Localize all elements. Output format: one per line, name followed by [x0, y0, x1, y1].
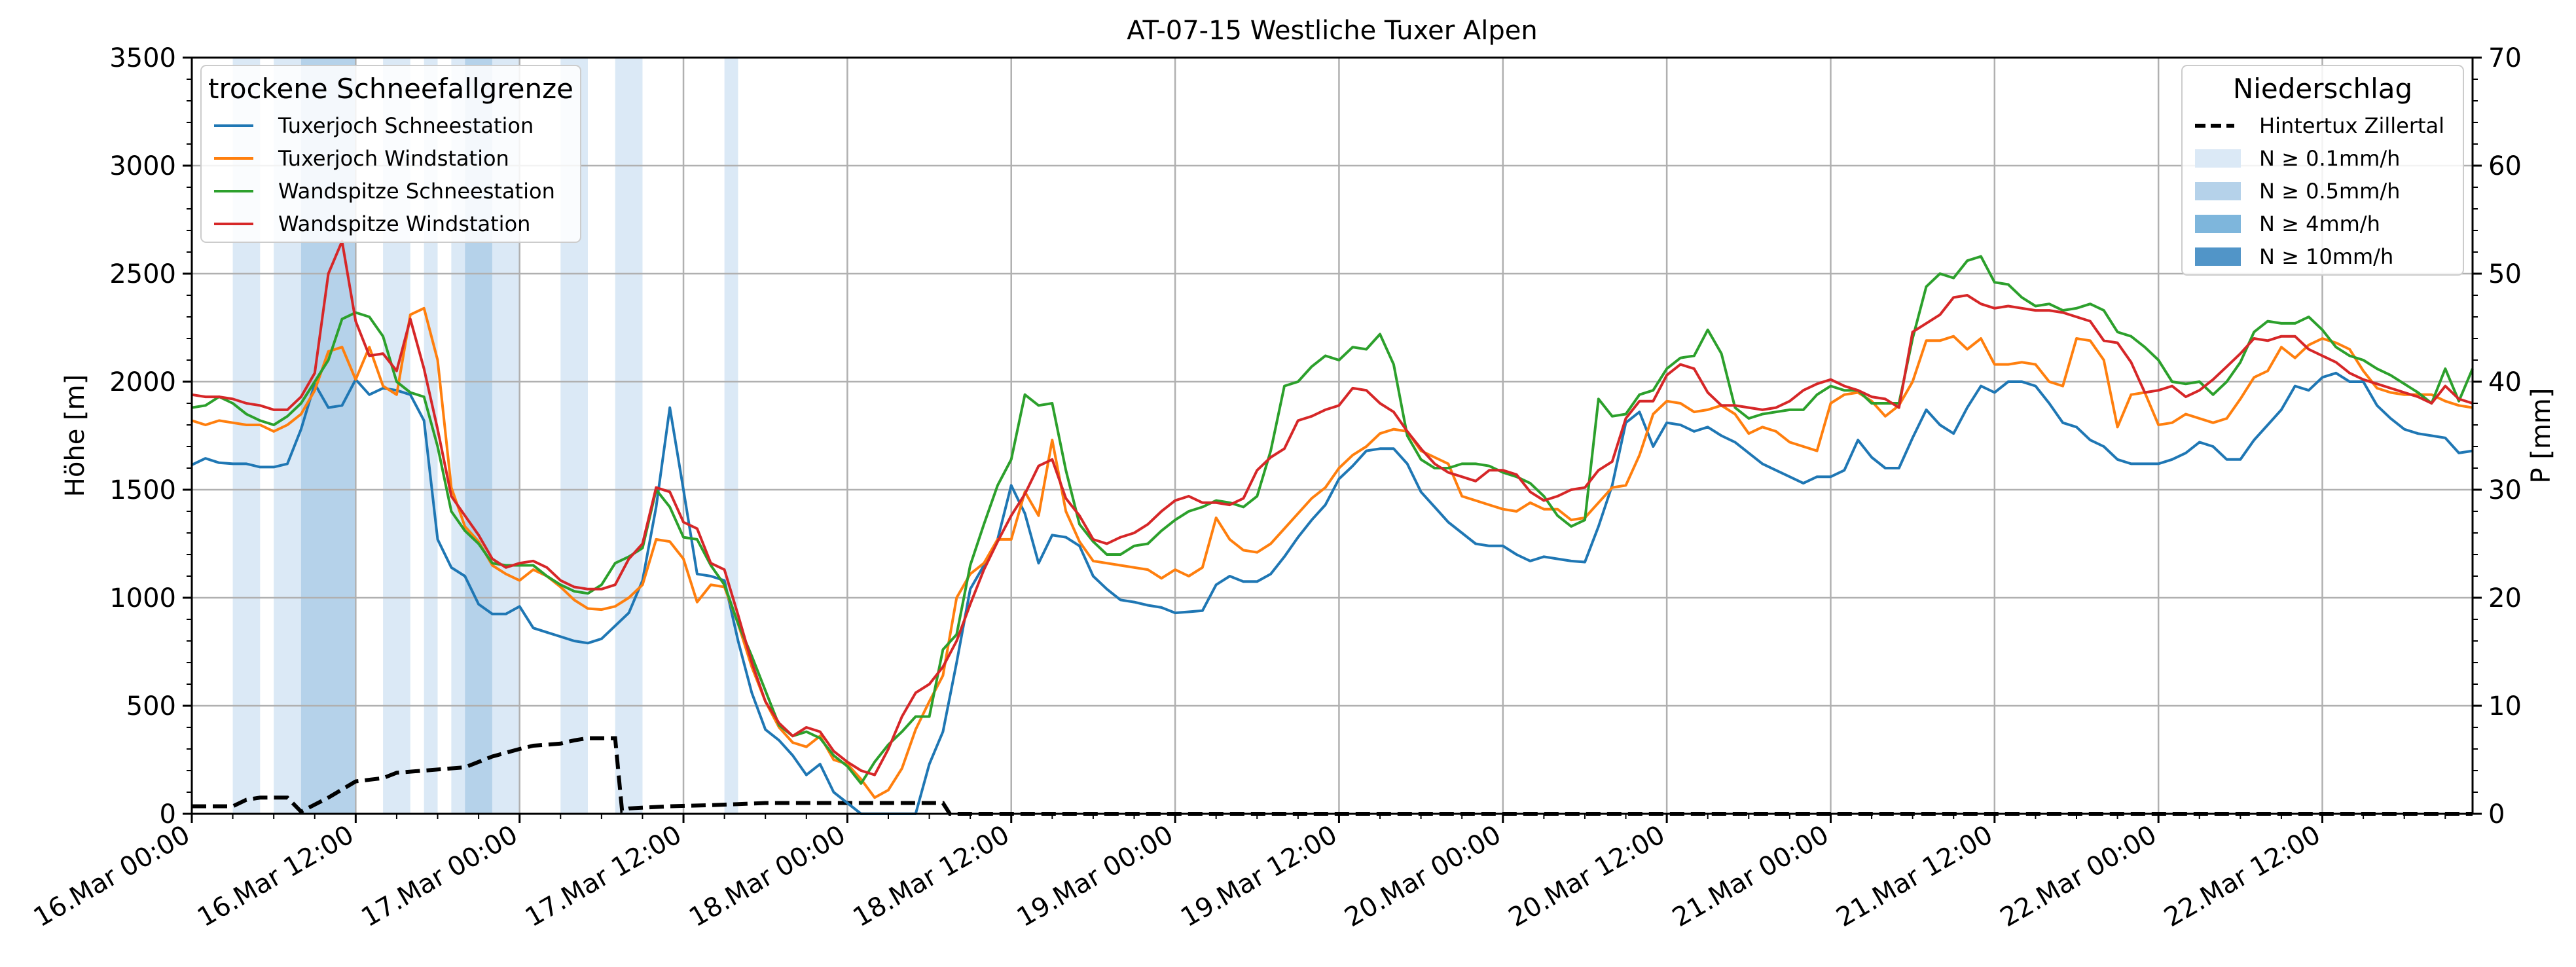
y-tick-label: 2000 — [109, 367, 176, 397]
legend-entry: N ≥ 0.1mm/h — [2259, 146, 2400, 171]
x-tick-label: 21.Mar 12:00 — [1832, 820, 1998, 933]
x-tick-label: 19.Mar 00:00 — [1012, 820, 1178, 933]
chart-title: AT-07-15 Westliche Tuxer Alpen — [1127, 16, 1537, 46]
legend-entry: N ≥ 0.5mm/h — [2259, 179, 2400, 204]
x-tick-label: 20.Mar 12:00 — [1504, 820, 1670, 933]
legend-entry: N ≥ 10mm/h — [2259, 244, 2393, 269]
y-tick-label: 3000 — [109, 151, 176, 181]
y-tick-label: 1500 — [109, 475, 176, 505]
precip-band — [424, 58, 438, 814]
x-tick-label: 18.Mar 00:00 — [684, 820, 850, 933]
legend-entry: Wandspitze Schneestation — [278, 179, 555, 204]
hintertux-precip-line — [192, 736, 2473, 816]
series-line — [191, 240, 2473, 776]
x-tick-label: 19.Mar 12:00 — [1176, 820, 1342, 933]
legend-entry: Hintertux Zillertal — [2259, 113, 2444, 138]
legend-swatch — [2195, 149, 2241, 168]
legend-entry: N ≥ 4mm/h — [2259, 211, 2380, 236]
legend-entry: Wandspitze Windstation — [278, 211, 530, 236]
x-tick-label: 17.Mar 00:00 — [356, 820, 522, 933]
legend-box — [200, 65, 581, 243]
legend-entry: Tuxerjoch Windstation — [278, 146, 509, 171]
precip-band — [451, 58, 465, 814]
legend-swatch — [2195, 247, 2241, 266]
series-line — [191, 255, 2474, 785]
x-tick-label: 18.Mar 12:00 — [848, 820, 1014, 933]
x-tick-label: 22.Mar 12:00 — [2159, 820, 2325, 933]
y-tick-label: 0 — [160, 799, 176, 830]
x-tick-label: 16.Mar 12:00 — [192, 820, 359, 933]
x-tick-label: 22.Mar 00:00 — [1995, 820, 2162, 933]
y2-tick-label: 60 — [2488, 151, 2522, 181]
y2-axis-label: P [mm] — [2526, 388, 2556, 484]
precip-band — [724, 58, 738, 814]
series-line — [191, 306, 2473, 799]
x-tick-label: 21.Mar 00:00 — [1667, 820, 1834, 933]
legend-entry: Tuxerjoch Schneestation — [278, 113, 534, 138]
y-tick-label: 3500 — [109, 43, 176, 73]
y2-tick-label: 20 — [2488, 583, 2522, 613]
legend-title: trockene Schneefallgrenze — [208, 73, 573, 105]
y2-tick-label: 0 — [2488, 799, 2505, 830]
x-tick-label: 20.Mar 00:00 — [1339, 820, 1506, 933]
y2-tick-label: 70 — [2488, 43, 2522, 73]
y2-tick-label: 50 — [2488, 259, 2522, 289]
y2-tick-label: 30 — [2488, 475, 2522, 505]
x-tick-label: 17.Mar 12:00 — [520, 820, 687, 933]
precip-band — [615, 58, 643, 814]
legend-box — [2181, 65, 2464, 276]
legend-snowline: trockene Schneefallgrenze Tuxerjoch Schne… — [200, 65, 581, 243]
x-tick-label: 16.Mar 00:00 — [29, 820, 195, 933]
legend-swatch — [2195, 182, 2241, 200]
y-tick-label: 1000 — [109, 583, 176, 613]
legend-swatch — [2195, 215, 2241, 233]
y-tick-label: 2500 — [109, 259, 176, 289]
y-axis-label: Höhe [m] — [60, 374, 90, 497]
legend-title: Niederschlag — [2233, 73, 2412, 105]
legend-precipitation: Niederschlag Hintertux Zillertal N ≥ 0.1mm… — [2181, 65, 2464, 276]
y-tick-label: 500 — [126, 691, 176, 721]
series-line — [191, 371, 2473, 815]
plot-frame — [190, 56, 2474, 815]
y2-tick-label: 10 — [2488, 691, 2522, 721]
snowline-series — [191, 240, 2474, 815]
hintertux-line — [192, 736, 2473, 816]
y2-tick-label: 40 — [2488, 367, 2522, 397]
